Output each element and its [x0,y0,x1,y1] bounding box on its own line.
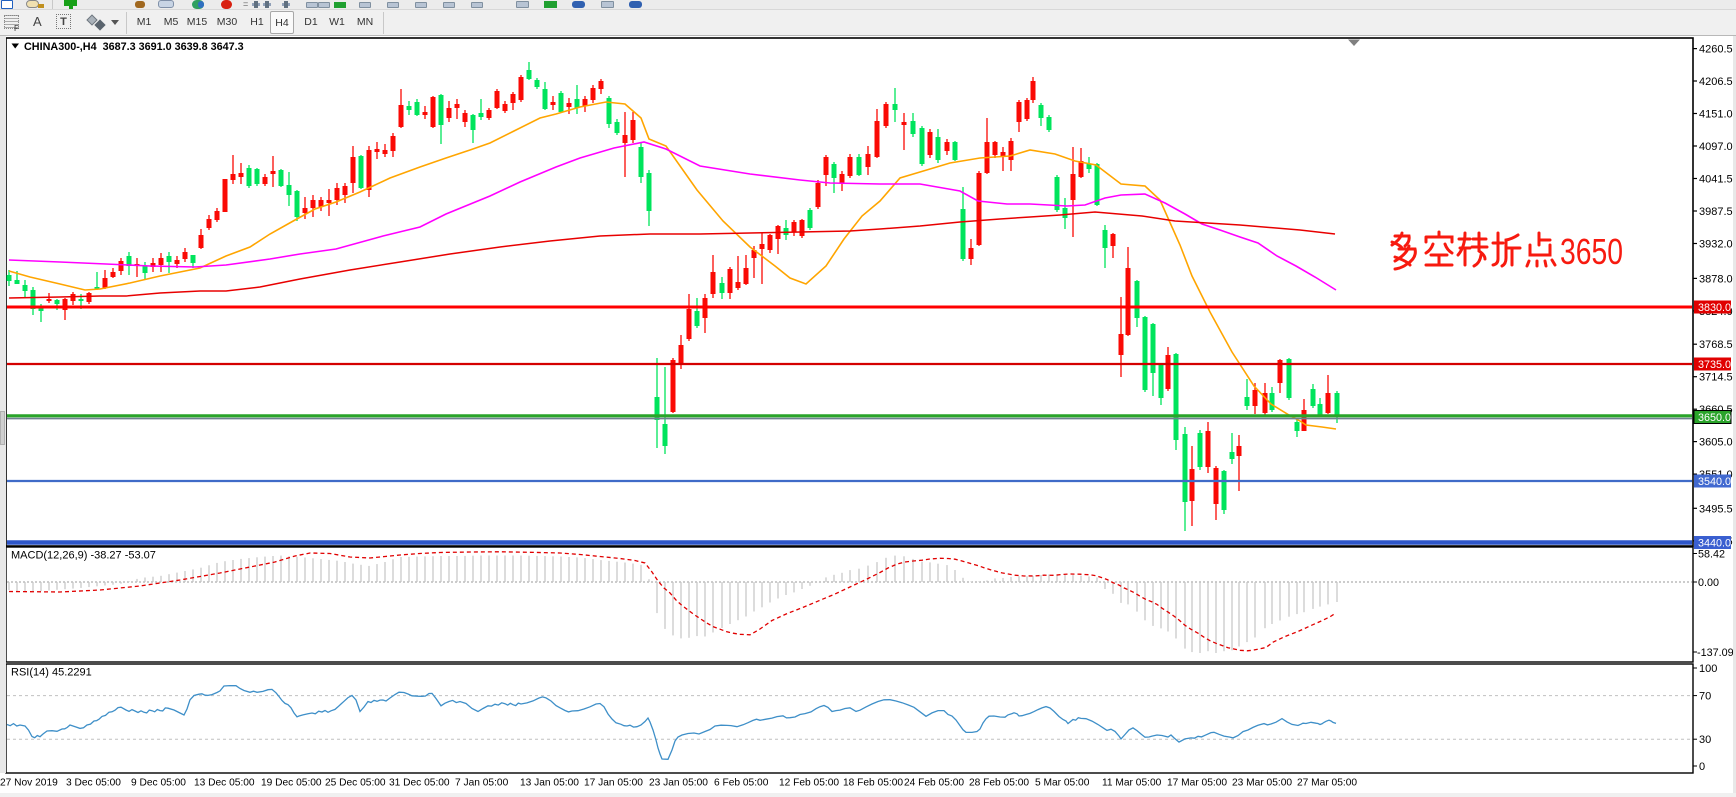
svg-text:CHINA300-,H4 3687.3 3691.0 36: CHINA300-,H4 3687.3 3691.0 3639.8 3647.3 [24,41,244,53]
svg-text:3878.0: 3878.0 [1699,273,1733,285]
svg-text:17 Jan 05:00: 17 Jan 05:00 [584,778,643,789]
svg-text:3605.0: 3605.0 [1699,437,1733,449]
svg-text:13 Dec 05:00: 13 Dec 05:00 [194,778,255,789]
svg-text:9 Dec 05:00: 9 Dec 05:00 [131,778,186,789]
svg-text:27 Mar 05:00: 27 Mar 05:00 [1297,778,1357,789]
svg-text:4206.5: 4206.5 [1699,76,1733,88]
svg-text:31 Dec 05:00: 31 Dec 05:00 [389,778,450,789]
svg-text:11 Mar 05:00: 11 Mar 05:00 [1102,778,1162,789]
svg-text:100: 100 [1699,663,1717,675]
svg-text:4041.5: 4041.5 [1699,174,1733,186]
svg-text:0: 0 [1699,761,1705,773]
svg-text:RSI(14) 45.2291: RSI(14) 45.2291 [11,667,92,679]
svg-text:-137.09: -137.09 [1697,647,1734,659]
svg-text:70: 70 [1699,691,1711,703]
svg-text:5 Mar 05:00: 5 Mar 05:00 [1035,778,1090,789]
svg-text:0.00: 0.00 [1698,577,1719,589]
svg-text:3830.0: 3830.0 [1698,302,1731,314]
svg-text:7 Jan 05:00: 7 Jan 05:00 [455,778,509,789]
svg-text:6 Feb 05:00: 6 Feb 05:00 [714,778,769,789]
svg-text:4260.5: 4260.5 [1699,44,1733,56]
svg-text:13 Jan 05:00: 13 Jan 05:00 [520,778,579,789]
svg-text:4151.0: 4151.0 [1699,109,1733,121]
svg-text:3768.5: 3768.5 [1699,339,1733,351]
svg-text:19 Dec 05:00: 19 Dec 05:00 [261,778,322,789]
svg-text:3714.5: 3714.5 [1699,372,1733,384]
svg-text:18 Feb 05:00: 18 Feb 05:00 [843,778,903,789]
svg-text:27 Nov 2019: 27 Nov 2019 [0,778,58,789]
svg-text:58.42: 58.42 [1698,549,1725,561]
svg-text:3650.0: 3650.0 [1698,412,1731,424]
svg-text:3987.5: 3987.5 [1699,206,1733,218]
svg-text:25 Dec 05:00: 25 Dec 05:00 [325,778,386,789]
svg-text:3540.0: 3540.0 [1698,476,1731,488]
svg-text:3932.0: 3932.0 [1699,239,1733,251]
svg-text:3735.0: 3735.0 [1698,359,1731,371]
svg-text:4097.0: 4097.0 [1699,141,1733,153]
svg-text:23 Jan 05:00: 23 Jan 05:00 [649,778,708,789]
svg-text:3495.5: 3495.5 [1699,503,1733,515]
svg-text:17 Mar 05:00: 17 Mar 05:00 [1167,778,1227,789]
svg-text:30: 30 [1699,734,1711,746]
svg-text:23 Mar 05:00: 23 Mar 05:00 [1232,778,1292,789]
svg-text:28 Feb 05:00: 28 Feb 05:00 [969,778,1029,789]
svg-text:MACD(12,26,9) -38.27 -53.07: MACD(12,26,9) -38.27 -53.07 [11,550,156,562]
svg-text:24 Feb 05:00: 24 Feb 05:00 [904,778,964,789]
svg-text:12 Feb 05:00: 12 Feb 05:00 [779,778,839,789]
svg-text:3650: 3650 [1560,231,1623,272]
svg-text:3 Dec 05:00: 3 Dec 05:00 [66,778,121,789]
svg-text:3440.0: 3440.0 [1698,538,1731,550]
